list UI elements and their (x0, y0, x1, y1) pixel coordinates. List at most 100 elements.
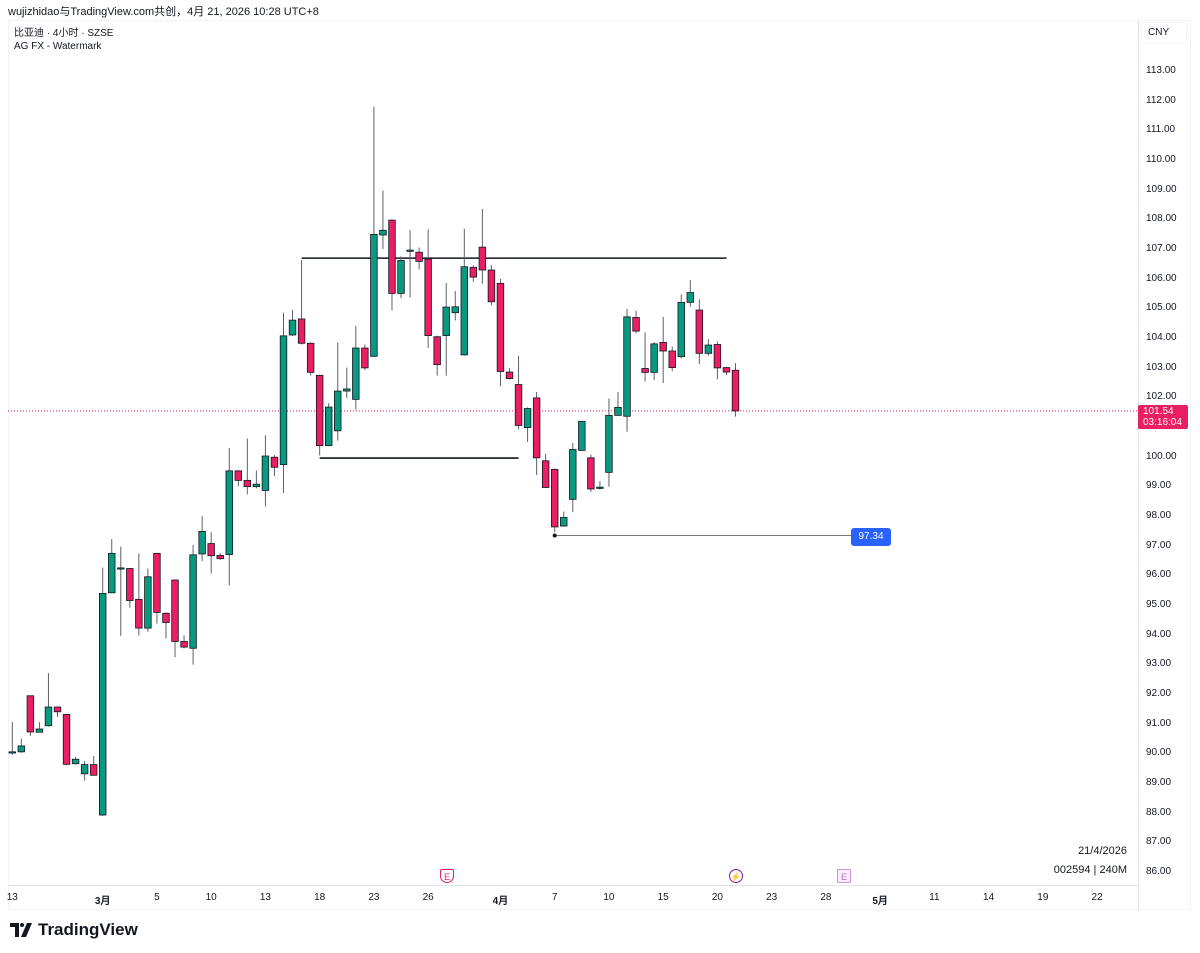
time-tick-label: 15 (657, 892, 669, 903)
time-tick-label: 7 (551, 892, 558, 903)
candle (505, 368, 514, 380)
price-tick-label: 112.00 (1146, 94, 1176, 106)
price-tick-label: 104.00 (1146, 331, 1177, 343)
candle-body (44, 706, 53, 727)
candle-body (370, 233, 378, 357)
candle-body (8, 751, 16, 754)
price-tick-label: 89.00 (1146, 776, 1172, 788)
candle (261, 435, 270, 507)
info-date: 21/4/2026 (1078, 845, 1127, 857)
candle (343, 367, 351, 398)
candle-body (108, 552, 116, 594)
candle (722, 366, 731, 376)
tradingview-logo-icon (10, 923, 32, 937)
candle-body (117, 567, 125, 570)
price-tick-label: 99.00 (1146, 480, 1172, 492)
candle (659, 316, 667, 384)
candle (53, 706, 62, 717)
time-tick-label: 20 (711, 892, 723, 903)
candle-body (144, 576, 152, 629)
candle-body (668, 350, 676, 369)
candle-body (361, 347, 369, 369)
price-tick-label: 109.00 (1146, 183, 1177, 195)
candle (632, 310, 640, 334)
dividend-marker-icon[interactable]: ⚡ (729, 869, 743, 883)
time-axis[interactable] (8, 885, 1138, 911)
candle (8, 721, 16, 755)
candle (270, 455, 279, 476)
candle-body (171, 579, 179, 642)
candle-body (126, 568, 134, 601)
candle (252, 470, 261, 489)
candle-body (532, 397, 541, 459)
candle (487, 265, 496, 306)
candle (126, 567, 134, 608)
candle-body (261, 455, 270, 491)
candle (578, 420, 586, 451)
price-tick-label: 103.00 (1146, 361, 1177, 373)
last-price-value: 101.54 (1143, 406, 1174, 417)
candle (478, 208, 487, 284)
candle (605, 398, 613, 487)
candle-body (523, 408, 532, 428)
candle-body (306, 342, 315, 373)
candle (496, 278, 505, 387)
candle-body (180, 641, 188, 648)
candle-body (560, 517, 568, 527)
candle (80, 761, 89, 781)
time-tick-label: 23 (368, 892, 380, 903)
candle-body (234, 470, 242, 481)
time-tick-label: 3月 (94, 896, 111, 907)
candle (288, 310, 297, 336)
upcoming-earnings-marker-icon[interactable]: E (837, 869, 851, 883)
time-tick-label: 28 (820, 892, 832, 903)
time-tick-label: 19 (1037, 892, 1049, 903)
candle (207, 532, 215, 574)
candle (180, 635, 188, 649)
candle (388, 219, 396, 311)
candle-body (478, 246, 487, 271)
candle-body (135, 598, 143, 629)
candle-body (686, 292, 694, 303)
candle-body (650, 343, 658, 373)
candle (334, 342, 342, 441)
candle-body (614, 406, 622, 416)
candle (451, 291, 459, 321)
time-tick-label: 26 (422, 892, 434, 903)
price-tick-label: 108.00 (1146, 213, 1177, 225)
candle-body (297, 318, 306, 344)
price-tick-label: 92.00 (1146, 687, 1172, 699)
candle (279, 312, 288, 493)
candle (596, 481, 604, 490)
candle-body (17, 745, 26, 753)
candle (26, 695, 35, 736)
price-tick-label: 86.00 (1146, 866, 1172, 877)
price-line-label[interactable]: 97.34 (851, 528, 891, 546)
price-axis[interactable] (1138, 20, 1192, 910)
price-tick-label: 105.00 (1146, 302, 1177, 314)
candle (379, 190, 387, 249)
earnings-marker-icon[interactable]: E (440, 869, 454, 883)
chart-legend: 比亚迪 · 4小时 · SZSE AG FX - Watermark (14, 27, 113, 53)
indicator-title[interactable]: AG FX - Watermark (14, 41, 102, 52)
candle-body (496, 282, 505, 372)
symbol-title[interactable]: 比亚迪 · 4小时 · SZSE (14, 28, 114, 39)
candle (135, 553, 143, 636)
candle (17, 738, 26, 753)
candle (144, 568, 152, 632)
candle (523, 407, 532, 442)
tradingview-logo[interactable]: TradingView (10, 920, 138, 940)
time-tick-label: 11 (929, 892, 940, 903)
candle (704, 339, 713, 356)
currency-button[interactable]: CNY (1142, 23, 1186, 43)
candle-body (35, 728, 44, 733)
candle (541, 453, 550, 488)
candle-body (89, 764, 98, 776)
time-tick-label: 5月 (872, 896, 888, 907)
candle (650, 342, 658, 381)
candle (406, 230, 414, 298)
candle (324, 403, 333, 447)
candle (460, 228, 468, 356)
candle (560, 511, 568, 527)
